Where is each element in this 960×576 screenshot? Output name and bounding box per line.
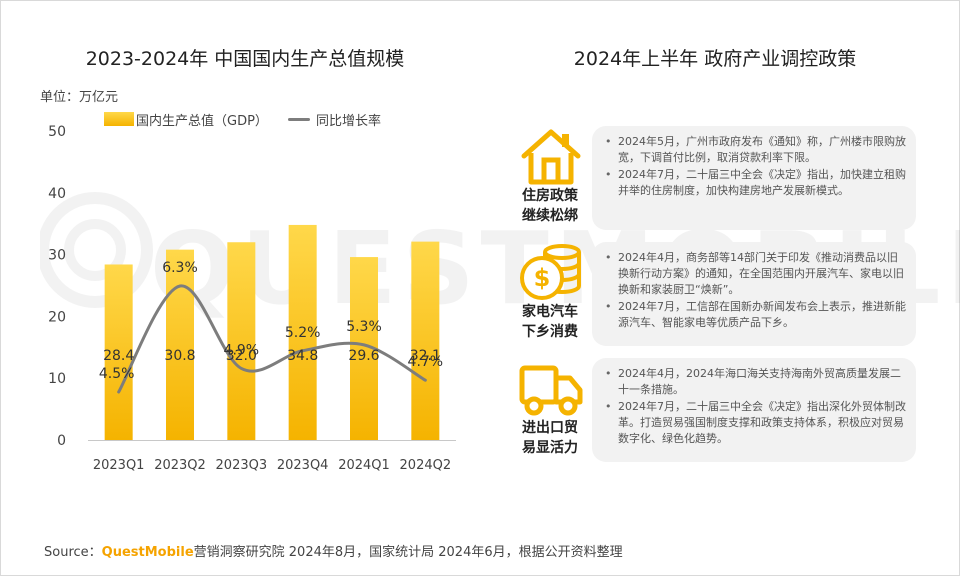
policy-card: 2024年4月，商务部等14部门关于印发《推动消费品以旧换新行动方案》的通知，在… bbox=[592, 242, 916, 346]
gdp-bar bbox=[411, 241, 440, 440]
bar-value-label: 29.6 bbox=[348, 348, 379, 364]
gdp-bar bbox=[288, 224, 317, 440]
policy-label-line: 住房政策 bbox=[522, 188, 578, 204]
policy-label-line: 进出口贸 bbox=[522, 420, 578, 436]
y-tick-label: 20 bbox=[48, 309, 66, 325]
policy-housing: 住房政策 继续松绑 2024年5月，广州市政府发布《通知》称，广州楼市限购放宽，… bbox=[500, 126, 920, 234]
y-tick-label: 0 bbox=[57, 433, 66, 449]
policy-label: 进出口贸 易显活力 bbox=[500, 418, 600, 458]
chart-title: 2023-2024年 中国国内生产总值规模 bbox=[85, 48, 405, 70]
policy-item: 2024年7月，二十届三中全会《决定》指出深化外贸体制改革。打造贸易强国制度支撑… bbox=[602, 399, 906, 447]
chart-legend: 国内生产总值（GDP） 同比增长率 bbox=[104, 110, 381, 129]
policy-label-line: 家电汽车 bbox=[522, 304, 578, 320]
growth-rate-line bbox=[117, 284, 427, 394]
y-tick-label: 50 bbox=[48, 124, 66, 140]
x-tick-label: 2023Q2 bbox=[154, 458, 206, 473]
x-tick-label: 2023Q1 bbox=[93, 458, 145, 473]
growth-rate-label: 4.7% bbox=[408, 354, 444, 370]
policy-label: 住房政策 继续松绑 bbox=[500, 186, 600, 226]
bar-series bbox=[104, 224, 440, 440]
policy-consumption: $ 家电汽车 下乡消费 2024年4月，商务部等14部门关于印发《推动消费品以旧… bbox=[500, 242, 920, 350]
bar-value-label: 28.4 bbox=[103, 348, 134, 364]
legend-bar-label: 国内生产总值（GDP） bbox=[136, 113, 268, 129]
legend-bar-swatch bbox=[104, 112, 134, 126]
unit-label: 单位：万亿元 bbox=[40, 90, 119, 105]
source-text: 营销洞察研究院 2024年8月，国家统计局 2024年6月，根据公开资料整理 bbox=[193, 545, 623, 560]
growth-rate-label: 5.2% bbox=[285, 325, 321, 341]
gdp-chart: 0 10 20 30 40 50 28.4 30.8 32.0 34.8 29.6 32.1 4.5%… bbox=[48, 124, 456, 473]
svg-text:$: $ bbox=[534, 264, 551, 292]
policy-label-line: 下乡消费 bbox=[522, 324, 578, 340]
policy-item: 2024年7月，工信部在国新办新闻发布会上表示，推进新能源汽车、智能家电等优质产… bbox=[602, 299, 906, 331]
gdp-bar bbox=[166, 249, 194, 440]
x-tick-label: 2024Q2 bbox=[400, 458, 452, 473]
y-tick-label: 10 bbox=[48, 371, 66, 387]
house-icon bbox=[521, 129, 581, 185]
source-prefix: Source： bbox=[44, 545, 102, 560]
x-tick-label: 2024Q1 bbox=[338, 458, 390, 473]
truck-icon bbox=[519, 365, 583, 416]
gdp-bar bbox=[227, 242, 256, 440]
policy-item: 2024年4月，2024年海口海关支持海南外贸高质量发展二十一条措施。 bbox=[602, 366, 906, 398]
source-brand: QuestMobile bbox=[101, 545, 194, 560]
policy-card: 2024年4月，2024年海口海关支持海南外贸高质量发展二十一条措施。 2024… bbox=[592, 358, 916, 462]
bar-value-label: 34.8 bbox=[287, 348, 318, 364]
growth-rate-label: 4.9% bbox=[224, 342, 260, 358]
bar-value-label: 30.8 bbox=[164, 348, 195, 364]
growth-rate-label: 6.3% bbox=[162, 260, 198, 276]
data-labels: 28.4 30.8 32.0 34.8 29.6 32.1 4.5% 6.3% 4.9% 5.2%… bbox=[99, 260, 443, 382]
policy-card: 2024年5月，广州市政府发布《通知》称，广州楼市限购放宽，下调首付比例，取消贷… bbox=[592, 126, 916, 230]
y-tick-label: 40 bbox=[48, 186, 66, 202]
policy-item: 2024年7月，二十届三中全会《决定》指出，加快建立租购并举的住房制度，加快构建… bbox=[602, 167, 906, 199]
policy-item: 2024年5月，广州市政府发布《通知》称，广州楼市限购放宽，下调首付比例，取消贷… bbox=[602, 134, 906, 166]
legend-line-label: 同比增长率 bbox=[315, 113, 381, 129]
bar-value-label: 32.1 bbox=[410, 348, 441, 364]
policy-label-line: 易显活力 bbox=[522, 440, 578, 456]
growth-rate-label: 4.5% bbox=[99, 366, 135, 382]
policy-label-line: 继续松绑 bbox=[522, 208, 578, 224]
x-axis: 2023Q1 2023Q2 2023Q3 2023Q4 2024Q1 2024Q2 bbox=[93, 458, 451, 473]
policy-label: 家电汽车 下乡消费 bbox=[500, 302, 600, 342]
y-tick-label: 30 bbox=[48, 248, 66, 264]
gdp-bar bbox=[104, 264, 133, 440]
legend-line-swatch bbox=[287, 117, 310, 121]
policy-trade: 进出口贸 易显活力 2024年4月，2024年海口海关支持海南外贸高质量发展二十… bbox=[500, 358, 920, 466]
bar-value-label: 32.0 bbox=[226, 348, 257, 364]
y-axis: 0 10 20 30 40 50 bbox=[48, 124, 66, 449]
x-tick-label: 2023Q3 bbox=[216, 458, 268, 473]
policy-panel-title: 2024年上半年 政府产业调控政策 bbox=[573, 48, 857, 70]
growth-rate-label: 5.3% bbox=[346, 319, 382, 335]
x-tick-label: 2023Q4 bbox=[277, 458, 329, 473]
source-note: Source：QuestMobile营销洞察研究院 2024年8月，国家统计局 … bbox=[44, 541, 623, 560]
policy-item: 2024年4月，商务部等14部门关于印发《推动消费品以旧换新行动方案》的通知，在… bbox=[602, 250, 906, 298]
coins-icon: $ bbox=[520, 244, 581, 300]
